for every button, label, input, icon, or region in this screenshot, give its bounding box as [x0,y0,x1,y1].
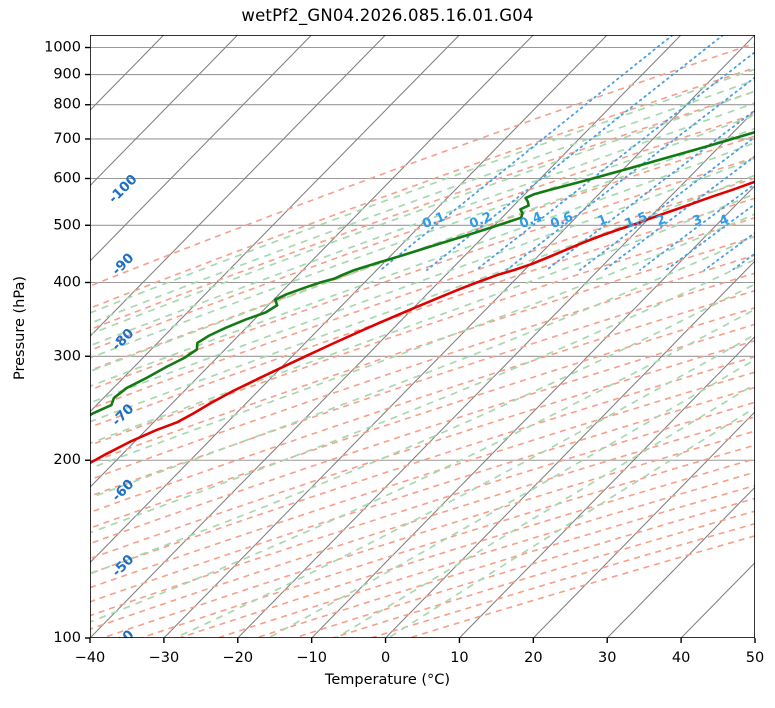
svg-text:-40: -40 [109,627,138,638]
plot-area: -100-90-80-70-60-50-40-30-20-1000.10.20.… [90,35,755,638]
svg-text:400: 400 [53,274,81,290]
svg-text:50: 50 [746,650,764,666]
svg-text:−10: −10 [296,650,327,666]
skewt-plot-svg: -100-90-80-70-60-50-40-30-20-1000.10.20.… [90,35,755,638]
svg-text:800: 800 [53,97,81,113]
svg-text:600: 600 [53,171,81,187]
svg-text:0: 0 [381,650,390,666]
svg-text:300: 300 [53,348,81,364]
x-axis-label: Temperature (°C) [324,672,451,688]
svg-text:−40: −40 [75,650,106,666]
chart-title: wetPf2_GN04.2026.085.16.01.G04 [241,6,534,25]
svg-text:−30: −30 [149,650,180,666]
svg-text:20: 20 [524,650,542,666]
svg-text:200: 200 [53,452,81,468]
svg-text:−20: −20 [222,650,253,666]
svg-text:900: 900 [53,67,81,83]
svg-text:700: 700 [53,131,81,147]
svg-text:100: 100 [53,630,81,646]
svg-text:30: 30 [598,650,616,666]
svg-text:10: 10 [450,650,468,666]
svg-text:500: 500 [53,217,81,233]
svg-text:1000: 1000 [44,40,81,56]
svg-text:40: 40 [672,650,690,666]
y-axis-label: Pressure (hPa) [12,276,28,381]
